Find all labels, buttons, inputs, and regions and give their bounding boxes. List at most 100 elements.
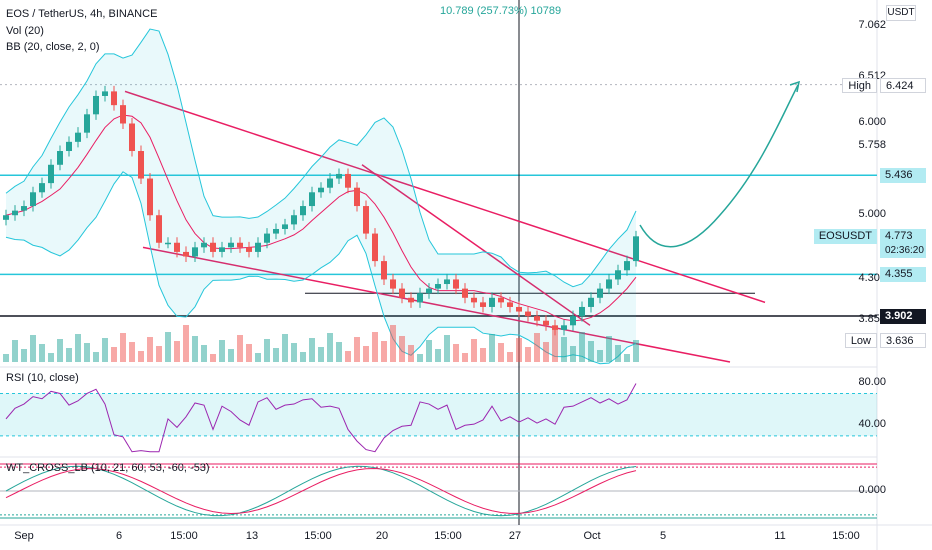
wt-line-2	[5, 468, 637, 514]
volume-bar	[93, 352, 99, 362]
candle-body	[390, 279, 396, 289]
candle-body	[111, 91, 117, 106]
price-axis-tick: 5.758	[858, 138, 886, 151]
price-axis-tick: 5.000	[858, 208, 886, 221]
price-tag-value: 3.636	[880, 333, 926, 349]
candle-body	[435, 284, 441, 289]
volume-bar	[417, 354, 423, 362]
volume-bar	[192, 336, 198, 362]
rsi-pane-label[interactable]: RSI (10, close)	[6, 372, 79, 384]
candle-body	[21, 206, 27, 211]
time-axis-label: 15:00	[434, 530, 462, 542]
candle-body	[462, 288, 468, 298]
candle-body	[471, 297, 477, 303]
candle-body	[570, 316, 576, 326]
chart-title: EOS / TetherUS, 4h, BINANCE	[6, 8, 158, 20]
time-axis-label: 11	[774, 530, 786, 542]
volume-bar	[273, 348, 279, 362]
inner-trendline	[361, 164, 591, 326]
candle-body	[156, 215, 162, 243]
volume-bar	[480, 348, 486, 362]
price-axis-tick: 4.300	[858, 272, 886, 285]
volume-bar	[606, 336, 612, 362]
wt-pane-label[interactable]: WT_CROSS_LB (10, 21, 60, 53, -60, -53)	[6, 462, 210, 474]
volume-bar	[66, 348, 72, 362]
candle-body	[543, 320, 549, 326]
price-axis-tick: 3.859	[858, 312, 886, 325]
volume-bar	[237, 335, 243, 362]
candle-body	[138, 151, 144, 179]
volume-bar	[570, 346, 576, 362]
candle-body	[57, 151, 63, 165]
volume-bar	[525, 347, 531, 362]
candle-body	[480, 302, 486, 307]
price-tag-label: High	[842, 77, 877, 93]
volume-bar	[264, 339, 270, 362]
time-axis-label: 15:00	[832, 530, 860, 542]
candle-body	[39, 183, 45, 193]
price-tag-value: 4.773	[880, 229, 926, 245]
candle-body	[633, 236, 639, 262]
bollinger-indicator-label[interactable]: BB (20, close, 2, 0)	[6, 41, 100, 53]
candle-body	[282, 224, 288, 229]
volume-bar	[201, 345, 207, 362]
candle-body	[327, 178, 333, 188]
rsi-axis-tick: 40.00	[858, 418, 886, 431]
volume-bar	[408, 345, 414, 362]
volume-bar	[75, 334, 81, 362]
price-tag-value: 6.424	[880, 77, 926, 93]
rsi-line	[5, 383, 637, 453]
candle-body	[84, 114, 90, 133]
candle-body	[354, 187, 360, 207]
volume-bar	[219, 340, 225, 362]
candle-body	[183, 251, 189, 257]
volume-bar	[534, 333, 540, 362]
candle-body	[219, 247, 225, 252]
candle-body	[507, 302, 513, 307]
price-tag-label: Low	[844, 333, 877, 349]
time-axis-label: 13	[245, 530, 259, 542]
candle-body	[3, 215, 9, 220]
candle-body	[300, 206, 306, 216]
candle-body	[228, 242, 234, 248]
volume-bar	[354, 337, 360, 362]
volume-bar	[345, 351, 351, 362]
candle-body	[561, 325, 567, 330]
volume-bar	[507, 352, 513, 362]
candle-body	[498, 297, 504, 303]
volume-bar	[138, 351, 144, 362]
candle-body	[399, 288, 405, 298]
wt-axis-tick: 0.000	[858, 484, 886, 496]
volume-bar	[453, 344, 459, 362]
candle-body	[606, 279, 612, 289]
candle-body	[120, 105, 126, 124]
volume-indicator-label[interactable]: Vol (20)	[6, 25, 44, 37]
candle-body	[48, 164, 54, 184]
time-axis-label: Sep	[14, 530, 34, 542]
volume-bar	[390, 325, 396, 362]
volume-bar	[120, 333, 126, 362]
volume-bar	[102, 338, 108, 362]
currency-unit[interactable]: USDT	[886, 5, 916, 21]
price-tag-value: 4.355	[880, 267, 926, 283]
volume-bar	[471, 339, 477, 362]
volume-bar	[381, 341, 387, 362]
candle-body	[102, 91, 108, 96]
volume-bar	[21, 349, 27, 362]
volume-bar	[156, 346, 162, 362]
bollinger-lower	[5, 171, 637, 365]
price-tag-value: 5.436	[880, 168, 926, 184]
lower-trendline	[142, 246, 731, 363]
volume-bar	[48, 353, 54, 362]
volume-bar	[39, 344, 45, 362]
time-axis-label: Oct	[583, 530, 601, 542]
bollinger-basis	[5, 114, 637, 322]
candle-body	[372, 233, 378, 262]
measure-label: 10.789 (257.73%) 10789	[440, 5, 562, 17]
volume-bar	[111, 347, 117, 362]
volume-bar	[426, 340, 432, 362]
volume-bar	[183, 325, 189, 362]
candle-body	[534, 316, 540, 321]
